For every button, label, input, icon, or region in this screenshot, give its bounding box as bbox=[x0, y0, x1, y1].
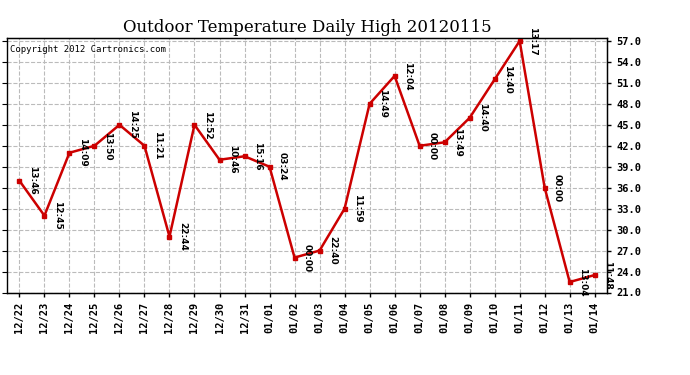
Text: 14:25: 14:25 bbox=[128, 111, 137, 139]
Text: 14:40: 14:40 bbox=[503, 65, 512, 94]
Text: 22:40: 22:40 bbox=[328, 236, 337, 265]
Text: 00:00: 00:00 bbox=[303, 243, 312, 272]
Text: 13:04: 13:04 bbox=[578, 268, 587, 296]
Text: 13:49: 13:49 bbox=[453, 128, 462, 157]
Text: 14:49: 14:49 bbox=[378, 89, 387, 118]
Text: 22:44: 22:44 bbox=[178, 222, 187, 251]
Text: 13:17: 13:17 bbox=[528, 27, 537, 56]
Text: 14:09: 14:09 bbox=[78, 138, 87, 167]
Text: 12:45: 12:45 bbox=[52, 201, 61, 230]
Text: 11:59: 11:59 bbox=[353, 194, 362, 223]
Text: 12:52: 12:52 bbox=[203, 111, 212, 139]
Text: 11:48: 11:48 bbox=[603, 261, 612, 290]
Text: 12:04: 12:04 bbox=[403, 62, 412, 90]
Title: Outdoor Temperature Daily High 20120115: Outdoor Temperature Daily High 20120115 bbox=[123, 19, 491, 36]
Text: 13:50: 13:50 bbox=[103, 132, 112, 160]
Text: 10:46: 10:46 bbox=[228, 146, 237, 174]
Text: 15:16: 15:16 bbox=[253, 142, 262, 171]
Text: 11:21: 11:21 bbox=[152, 132, 161, 160]
Text: 14:40: 14:40 bbox=[478, 104, 487, 132]
Text: 00:00: 00:00 bbox=[553, 174, 562, 202]
Text: 00:00: 00:00 bbox=[428, 132, 437, 160]
Text: 13:46: 13:46 bbox=[28, 166, 37, 195]
Text: Copyright 2012 Cartronics.com: Copyright 2012 Cartronics.com bbox=[10, 45, 166, 54]
Text: 03:24: 03:24 bbox=[278, 152, 287, 181]
